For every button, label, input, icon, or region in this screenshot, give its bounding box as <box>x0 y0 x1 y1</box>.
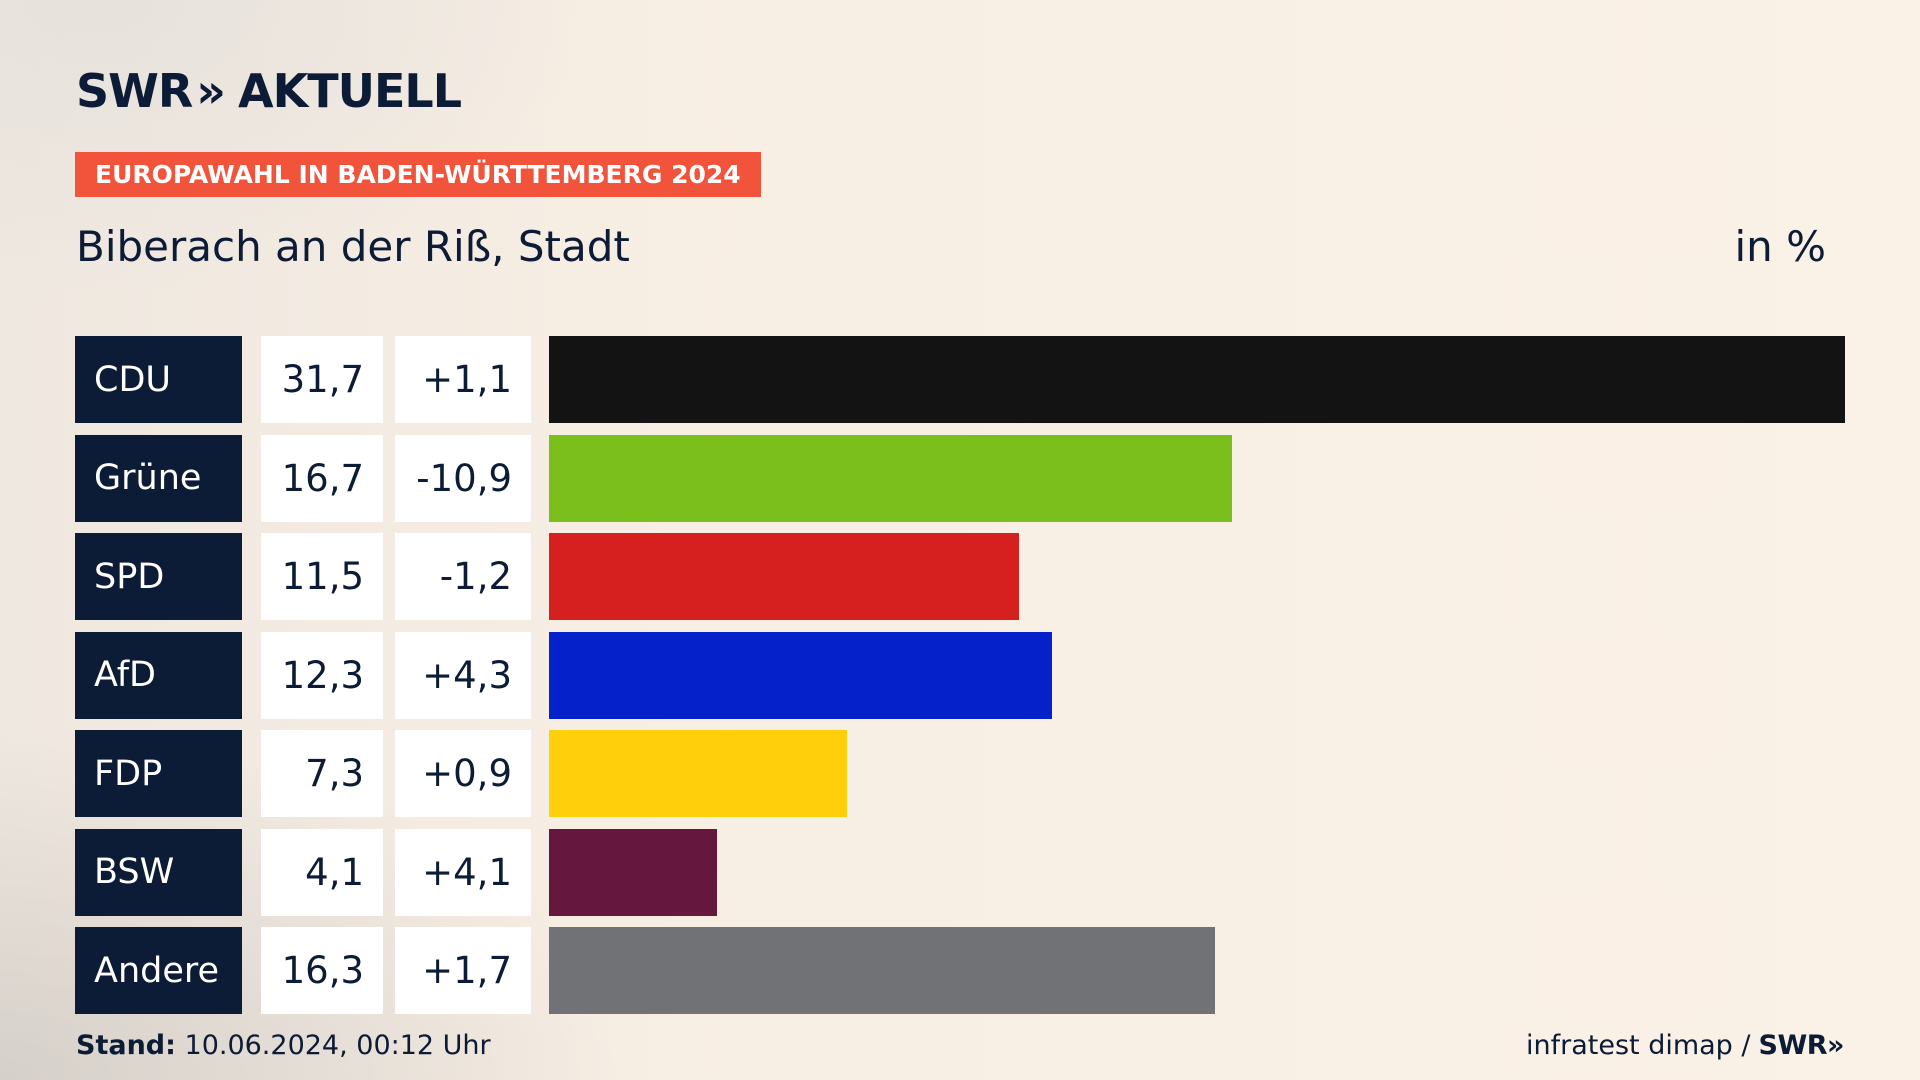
party-label: BSW <box>75 828 242 916</box>
region-title: Biberach an der Riß, Stadt <box>76 222 630 271</box>
chart-row: FDP 7,3 +0,9 <box>75 730 1845 817</box>
logo-swr: SWR <box>76 64 193 118</box>
change-label: +4,3 <box>395 631 531 719</box>
bar <box>549 434 1232 522</box>
chart-row: BSW 4,1 +4,1 <box>75 828 1845 916</box>
source-swr-logo: SWR» <box>1758 1030 1845 1061</box>
party-label: FDP <box>75 730 242 817</box>
bar <box>549 828 717 916</box>
bar <box>549 927 1216 1014</box>
vote-share-label: 31,7 <box>261 336 383 423</box>
vote-share-label: 16,7 <box>261 434 383 522</box>
chart-row: Grüne 16,7 -10,9 <box>75 434 1845 522</box>
vote-share-label: 11,5 <box>261 533 383 620</box>
source-chevron-icon: » <box>1827 1030 1844 1061</box>
vote-share-label: 4,1 <box>261 828 383 916</box>
logo-chevron-icon: » <box>196 64 226 118</box>
change-label: +4,1 <box>395 828 531 916</box>
party-label: Grüne <box>75 434 242 522</box>
logo-aktuell: AKTUELL <box>238 64 462 118</box>
bar <box>549 336 1845 423</box>
change-label: -1,2 <box>395 533 531 620</box>
party-label: AfD <box>75 631 242 719</box>
party-label: CDU <box>75 336 242 423</box>
swr-aktuell-logo: SWR» AKTUELL <box>76 64 462 118</box>
vote-share-label: 16,3 <box>261 927 383 1014</box>
bar <box>549 631 1052 719</box>
election-banner: EUROPAWAHL IN BADEN-WÜRTTEMBERG 2024 <box>75 152 761 197</box>
chart-row: Andere 16,3 +1,7 <box>75 927 1845 1014</box>
chart-row: SPD 11,5 -1,2 <box>75 533 1845 620</box>
stand-label: Stand: <box>76 1030 176 1061</box>
unit-label: in % <box>1734 222 1826 271</box>
change-label: -10,9 <box>395 434 531 522</box>
chart-row: AfD 12,3 +4,3 <box>75 631 1845 719</box>
bar <box>549 730 848 817</box>
change-label: +1,7 <box>395 927 531 1014</box>
chart-row: CDU 31,7 +1,1 <box>75 336 1845 423</box>
source-brand: SWR <box>1758 1030 1828 1061</box>
bar <box>549 533 1020 620</box>
source-text: infratest dimap / <box>1526 1030 1751 1061</box>
party-label: SPD <box>75 533 242 620</box>
timestamp: Stand: 10.06.2024, 00:12 Uhr <box>76 1030 491 1061</box>
vote-share-label: 12,3 <box>261 631 383 719</box>
vote-share-label: 7,3 <box>261 730 383 817</box>
party-label: Andere <box>75 927 242 1014</box>
source-credit: infratest dimap / SWR» <box>1526 1030 1844 1061</box>
change-label: +1,1 <box>395 336 531 423</box>
stand-value: 10.06.2024, 00:12 Uhr <box>184 1030 491 1061</box>
change-label: +0,9 <box>395 730 531 817</box>
